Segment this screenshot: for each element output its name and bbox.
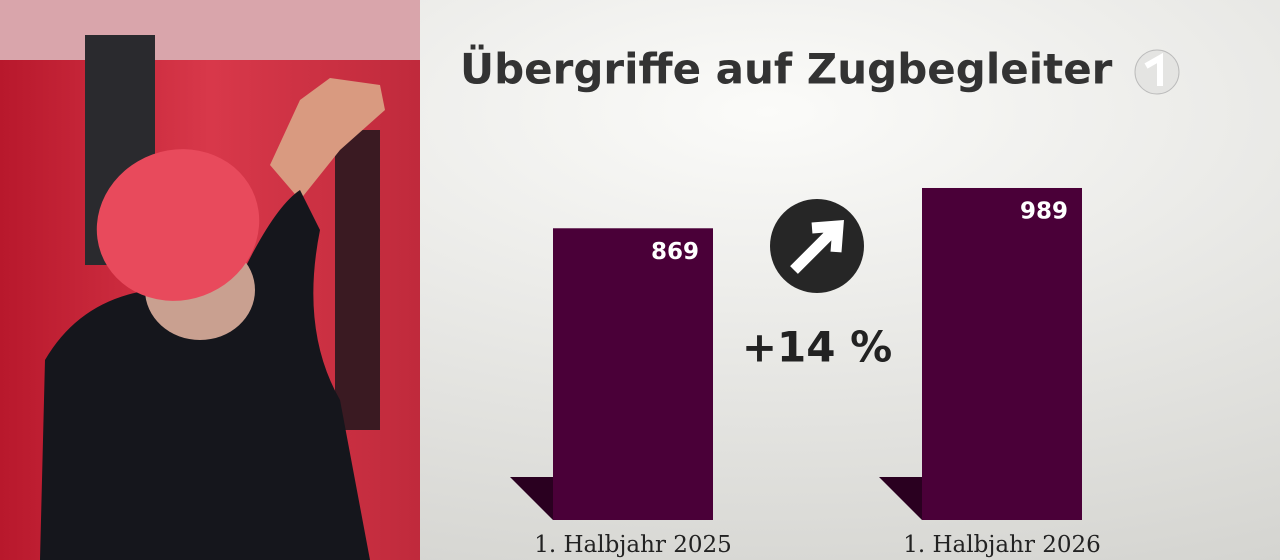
photo: [0, 0, 420, 560]
bar: [922, 187, 1082, 520]
trend-arrow: [790, 220, 844, 274]
chart-title: Übergriffe auf Zugbegleiter: [460, 44, 1113, 94]
logo: [1134, 49, 1180, 95]
value-label: 869: [651, 239, 699, 265]
bar: [553, 228, 713, 520]
train-roof: [0, 0, 420, 60]
trend-icon: [770, 199, 864, 293]
train-door: [335, 130, 380, 430]
uniform: [40, 190, 370, 560]
x-tick-label: 1. Halbjahr 2026: [903, 532, 1101, 558]
change-label: +14 %: [742, 323, 892, 372]
logo-one: [1144, 52, 1163, 86]
hand: [270, 78, 385, 200]
cap: [96, 149, 260, 301]
x-tick-label: 1. Halbjahr 2025: [534, 532, 732, 558]
bar-shadow: [879, 477, 922, 520]
bar-shadow: [510, 477, 553, 520]
value-label: 989: [1020, 198, 1068, 224]
